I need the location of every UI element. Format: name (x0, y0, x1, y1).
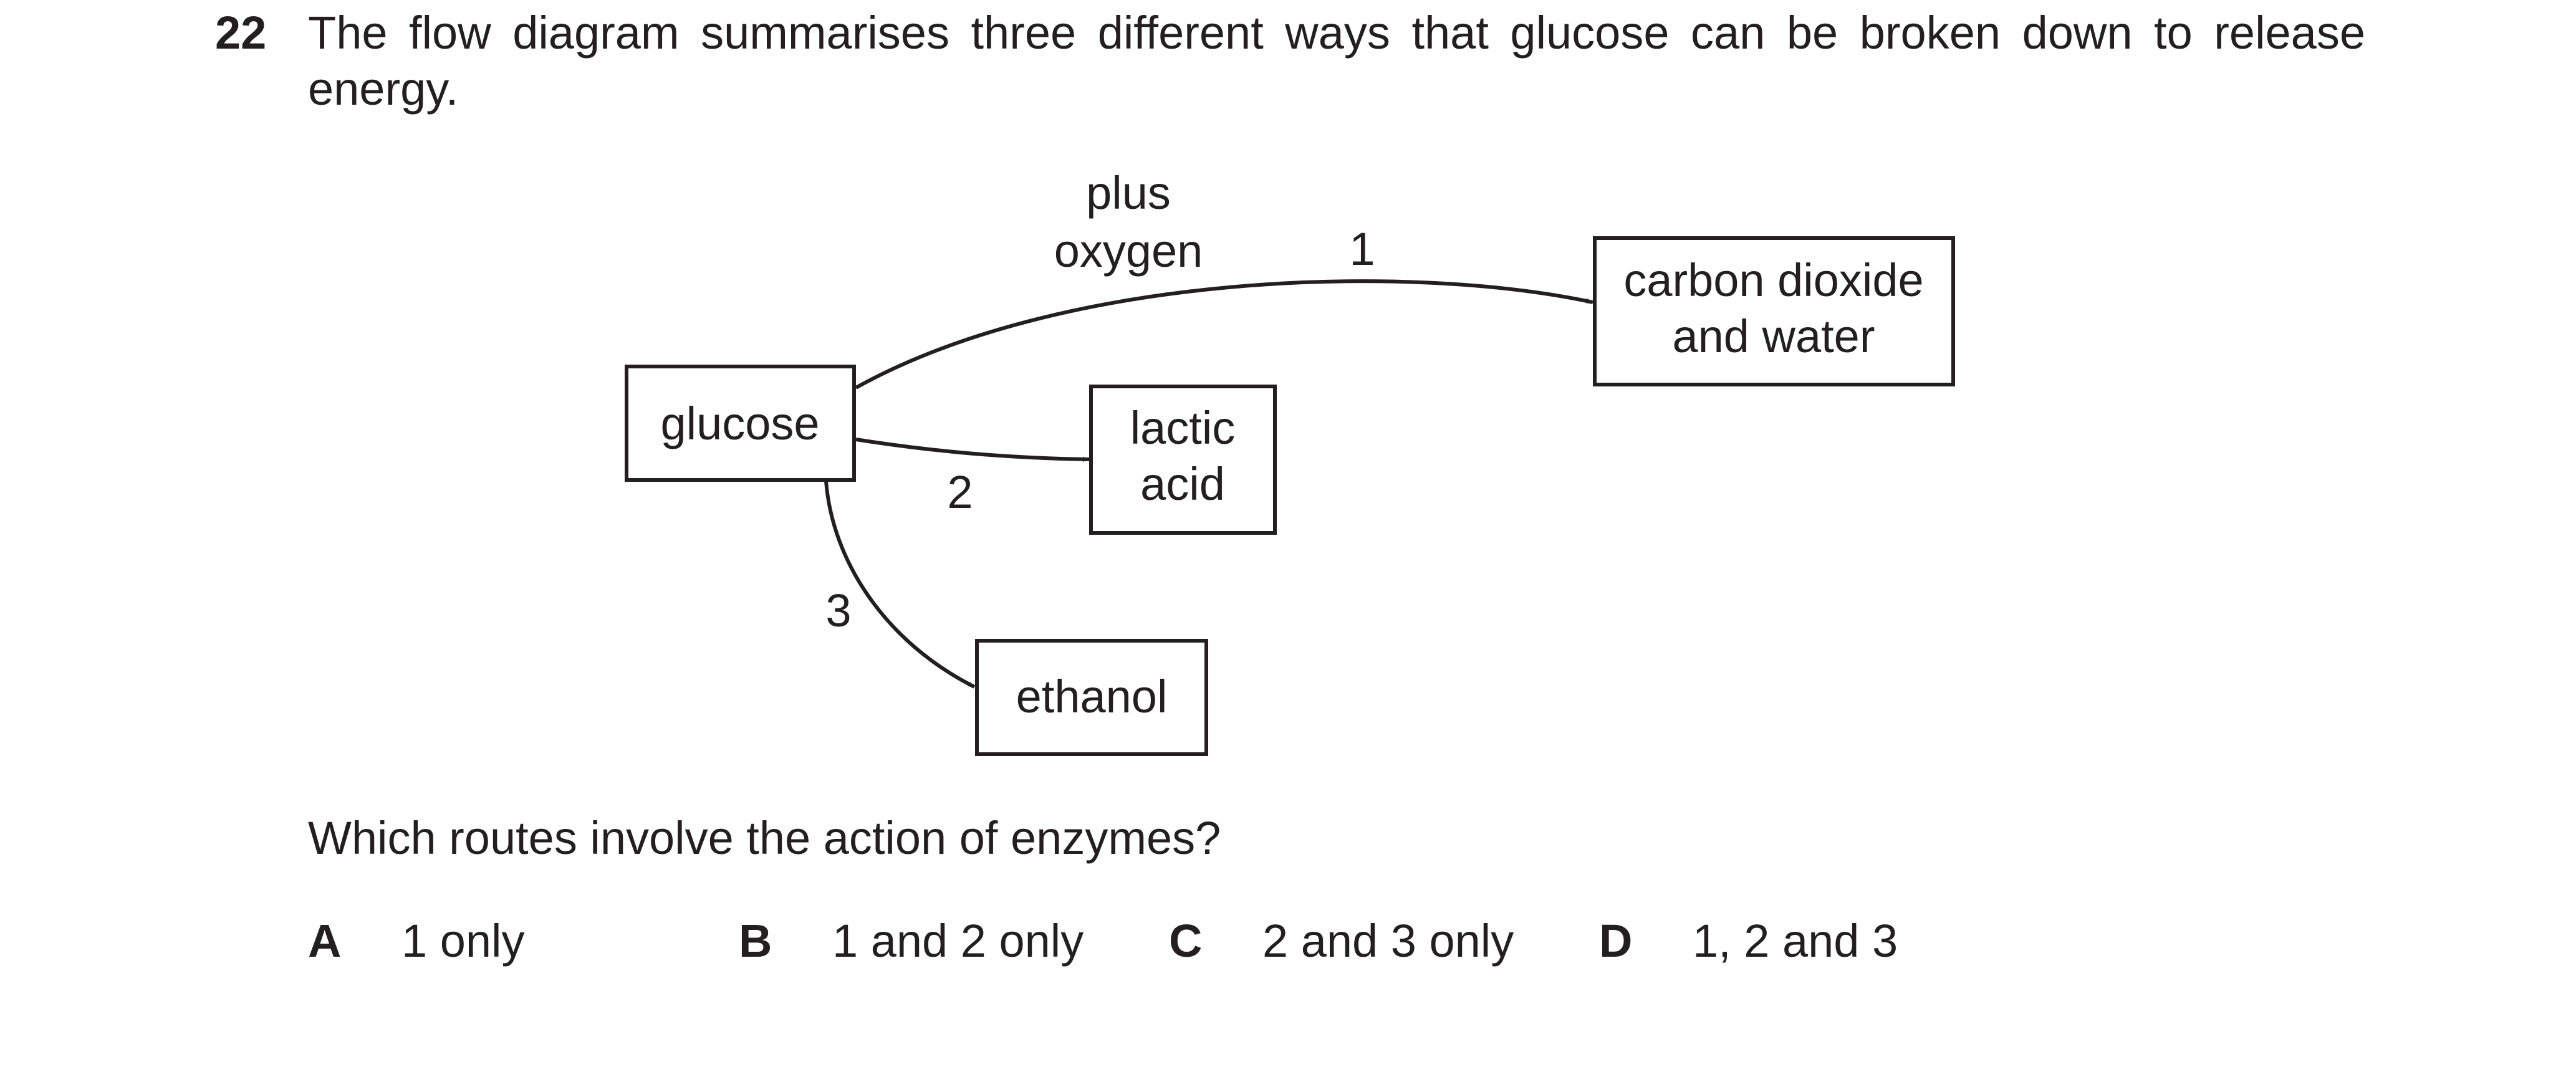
question-stem: The flow diagram summarises three differ… (308, 7, 2365, 115)
option-a[interactable]: A 1 only (308, 913, 524, 969)
glucose-label: glucose (660, 398, 819, 449)
route-2-arrow (855, 438, 1090, 462)
glucose-box (625, 365, 856, 482)
option-a-letter: A (308, 915, 342, 967)
route-3-arrow (824, 481, 976, 689)
option-b-letter: B (739, 915, 772, 967)
question-prompt: Which routes involve the action of enzym… (308, 812, 1221, 864)
question-number: 22 (215, 7, 267, 59)
carbon-dioxide-water-box (1593, 236, 1955, 386)
plus-oxygen-label-line1: plus (1086, 167, 1171, 219)
lactic-acid-label-line2: acid (1140, 458, 1225, 510)
route-1-label: 1 (1349, 223, 1375, 275)
option-a-text: 1 only (401, 915, 525, 967)
route-3-label: 3 (825, 585, 851, 636)
option-c-text: 2 and 3 only (1262, 915, 1514, 967)
option-d[interactable]: D 1, 2 and 3 (1599, 913, 1898, 969)
route-2-label: 2 (947, 466, 973, 518)
option-b[interactable]: B 1 and 2 only (739, 913, 1084, 969)
option-d-letter: D (1599, 915, 1633, 967)
option-b-text: 1 and 2 only (832, 915, 1084, 967)
route-1-arrow (855, 279, 1593, 390)
option-c-letter: C (1169, 915, 1203, 967)
option-c[interactable]: C 2 and 3 only (1169, 913, 1514, 969)
lactic-acid-label-line1: lactic (1130, 402, 1236, 454)
carbon-dioxide-label-line1: carbon dioxide (1623, 254, 1923, 306)
carbon-dioxide-label-line2: and water (1673, 310, 1875, 362)
ethanol-label: ethanol (1016, 671, 1168, 722)
lactic-acid-box (1089, 385, 1277, 535)
option-d-text: 1, 2 and 3 (1693, 915, 1898, 967)
plus-oxygen-label-line2: oxygen (1054, 225, 1203, 277)
ethanol-box (975, 639, 1208, 756)
